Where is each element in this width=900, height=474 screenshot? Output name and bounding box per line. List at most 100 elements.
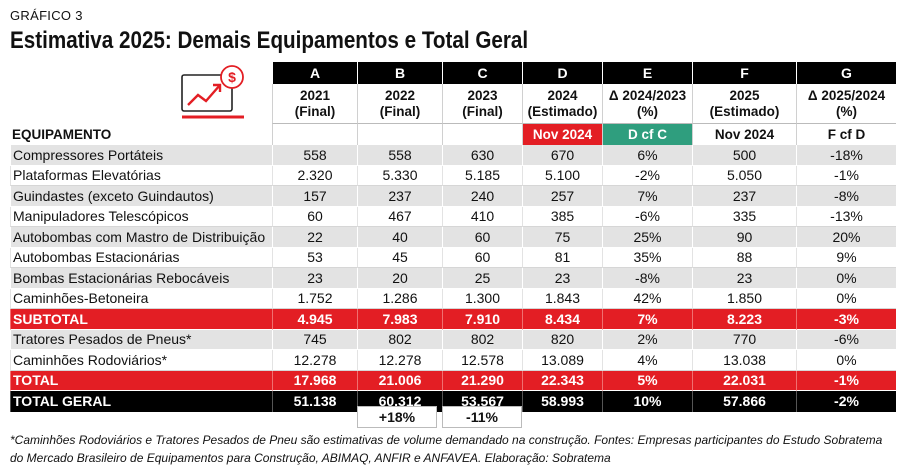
column-header-line2: (Estimado) [527, 103, 598, 119]
header-spacer [10, 62, 272, 84]
table-cell: -2% [602, 165, 692, 186]
row-label: Autobombas com Mastro de Distribuição [10, 227, 272, 248]
table-cell: 4% [602, 350, 692, 371]
table-cell: 1.300 [442, 288, 522, 309]
table-cell: 770 [692, 329, 796, 350]
table-cell: 5.050 [692, 165, 796, 186]
table-cell: 75 [522, 227, 602, 248]
column-header-line1: 2025 [729, 87, 760, 103]
table-cell: 0% [796, 350, 896, 371]
table-cell: 53 [272, 247, 357, 268]
table-cell: 1.843 [522, 288, 602, 309]
column-header-line1: Δ 2025/2024 [807, 87, 886, 103]
table-cell: 13.038 [692, 350, 796, 371]
column-header-line2: (Final) [294, 103, 336, 119]
table-cell: -1% [796, 165, 896, 186]
table-cell: 0% [796, 288, 896, 309]
column-header-line2: (%) [836, 103, 857, 119]
table-cell: 1.850 [692, 288, 796, 309]
table-cell: 335 [692, 206, 796, 227]
table-cell: -6% [796, 329, 896, 350]
column-subheader [442, 124, 522, 145]
table-cell: 90 [692, 227, 796, 248]
table-cell: 9% [796, 247, 896, 268]
column-header: Δ 2024/2023 (%) [602, 84, 692, 124]
column-header-line1: 2023 [467, 87, 498, 103]
table-cell: 2% [602, 329, 692, 350]
table-cell: 17.968 [272, 370, 357, 391]
table-cell: -3% [796, 309, 896, 330]
table-cell: 5% [602, 370, 692, 391]
table-cell: 20% [796, 227, 896, 248]
table-cell: -1% [796, 370, 896, 391]
table-cell: 12.278 [357, 350, 442, 371]
table-cell: 60 [272, 206, 357, 227]
table-cell: 237 [692, 186, 796, 207]
table-cell: 25% [602, 227, 692, 248]
table-cell: 237 [357, 186, 442, 207]
table-cell: 558 [272, 145, 357, 166]
table-cell: 22.343 [522, 370, 602, 391]
table-cell: 35% [602, 247, 692, 268]
column-letter-c: C [442, 62, 522, 84]
table-cell: 7.983 [357, 309, 442, 330]
column-subheader: F cf D [796, 124, 896, 145]
column-header: 2022 (Final) [357, 84, 442, 124]
table-cell: 51.138 [272, 391, 357, 412]
table-cell: 467 [357, 206, 442, 227]
column-header: 2021 (Final) [272, 84, 357, 124]
table-cell: -18% [796, 145, 896, 166]
column-header-line1: 2022 [384, 87, 416, 103]
table-cell: 21.006 [357, 370, 442, 391]
svg-text:$: $ [228, 69, 236, 85]
table-cell: 12.578 [442, 350, 522, 371]
table-cell: -2% [796, 391, 896, 412]
table-cell: -8% [796, 186, 896, 207]
row-label: Bombas Estacionárias Rebocáveis [10, 268, 272, 289]
table-cell: 7% [602, 186, 692, 207]
table-cell: 8.223 [692, 309, 796, 330]
data-table: A B C D E F G 2021 (Final) 2022 (Final) 2023 (Final)… [10, 62, 896, 432]
column-header-line2: (Final) [462, 103, 503, 119]
table-cell: 630 [442, 145, 522, 166]
table-cell: 7% [602, 309, 692, 330]
column-subheader: Nov 2024 [522, 124, 602, 145]
table-cell: 8.434 [522, 309, 602, 330]
table-cell: 500 [692, 145, 796, 166]
table-cell: 4.945 [272, 309, 357, 330]
column-letter-b: B [357, 62, 442, 84]
column-header-line1: 2021 [299, 87, 331, 103]
equipment-header: EQUIPAMENTO [12, 127, 112, 142]
column-letter-e: E [602, 62, 692, 84]
table-cell: 13.089 [522, 350, 602, 371]
table-cell: 0% [796, 268, 896, 289]
table-cell: 23 [272, 268, 357, 289]
column-header: 2023 (Final) [442, 84, 522, 124]
table-cell: 558 [357, 145, 442, 166]
chart-growth-dollar-icon: $ [181, 65, 244, 119]
column-header-line1: Δ 2024/2023 [608, 87, 687, 103]
column-letter-f: F [692, 62, 796, 84]
table-cell: 10% [602, 391, 692, 412]
figure-label: GRÁFICO 3 [10, 8, 83, 23]
table-cell: 21.290 [442, 370, 522, 391]
row-label: Caminhões-Betoneira [10, 288, 272, 309]
table-cell: 22 [272, 227, 357, 248]
table-cell: -8% [602, 268, 692, 289]
table-cell: 670 [522, 145, 602, 166]
table-cell: 60 [442, 227, 522, 248]
table-cell: 157 [272, 186, 357, 207]
table-cell: 88 [692, 247, 796, 268]
column-header-line2: (Estimado) [709, 103, 780, 119]
table-cell: 1.286 [357, 288, 442, 309]
column-header: Δ 2025/2024 (%) [796, 84, 896, 124]
table-cell: 57.866 [692, 391, 796, 412]
table-cell: 81 [522, 247, 602, 268]
table-cell: 23 [522, 268, 602, 289]
table-cell: 802 [357, 329, 442, 350]
column-header-line1: 2024 [547, 87, 578, 103]
column-header-line2: (%) [637, 103, 658, 119]
table-cell: 22.031 [692, 370, 796, 391]
table-cell: 410 [442, 206, 522, 227]
extra-delta-b: +18% [357, 406, 437, 428]
